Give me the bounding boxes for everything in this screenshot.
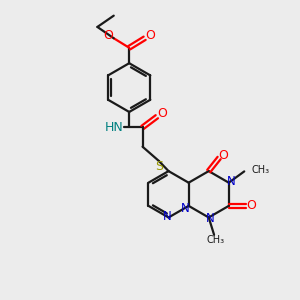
Text: CH₃: CH₃ (252, 165, 270, 175)
Text: N: N (206, 212, 214, 226)
Text: N: N (226, 175, 235, 188)
Text: CH₃: CH₃ (206, 235, 225, 245)
Text: N: N (163, 210, 172, 223)
Text: O: O (157, 107, 167, 120)
Text: O: O (145, 29, 154, 42)
Text: O: O (219, 149, 229, 162)
Text: S: S (155, 160, 164, 173)
Text: N: N (181, 202, 189, 215)
Text: HN: HN (105, 121, 124, 134)
Text: O: O (103, 29, 113, 42)
Text: O: O (246, 200, 256, 212)
